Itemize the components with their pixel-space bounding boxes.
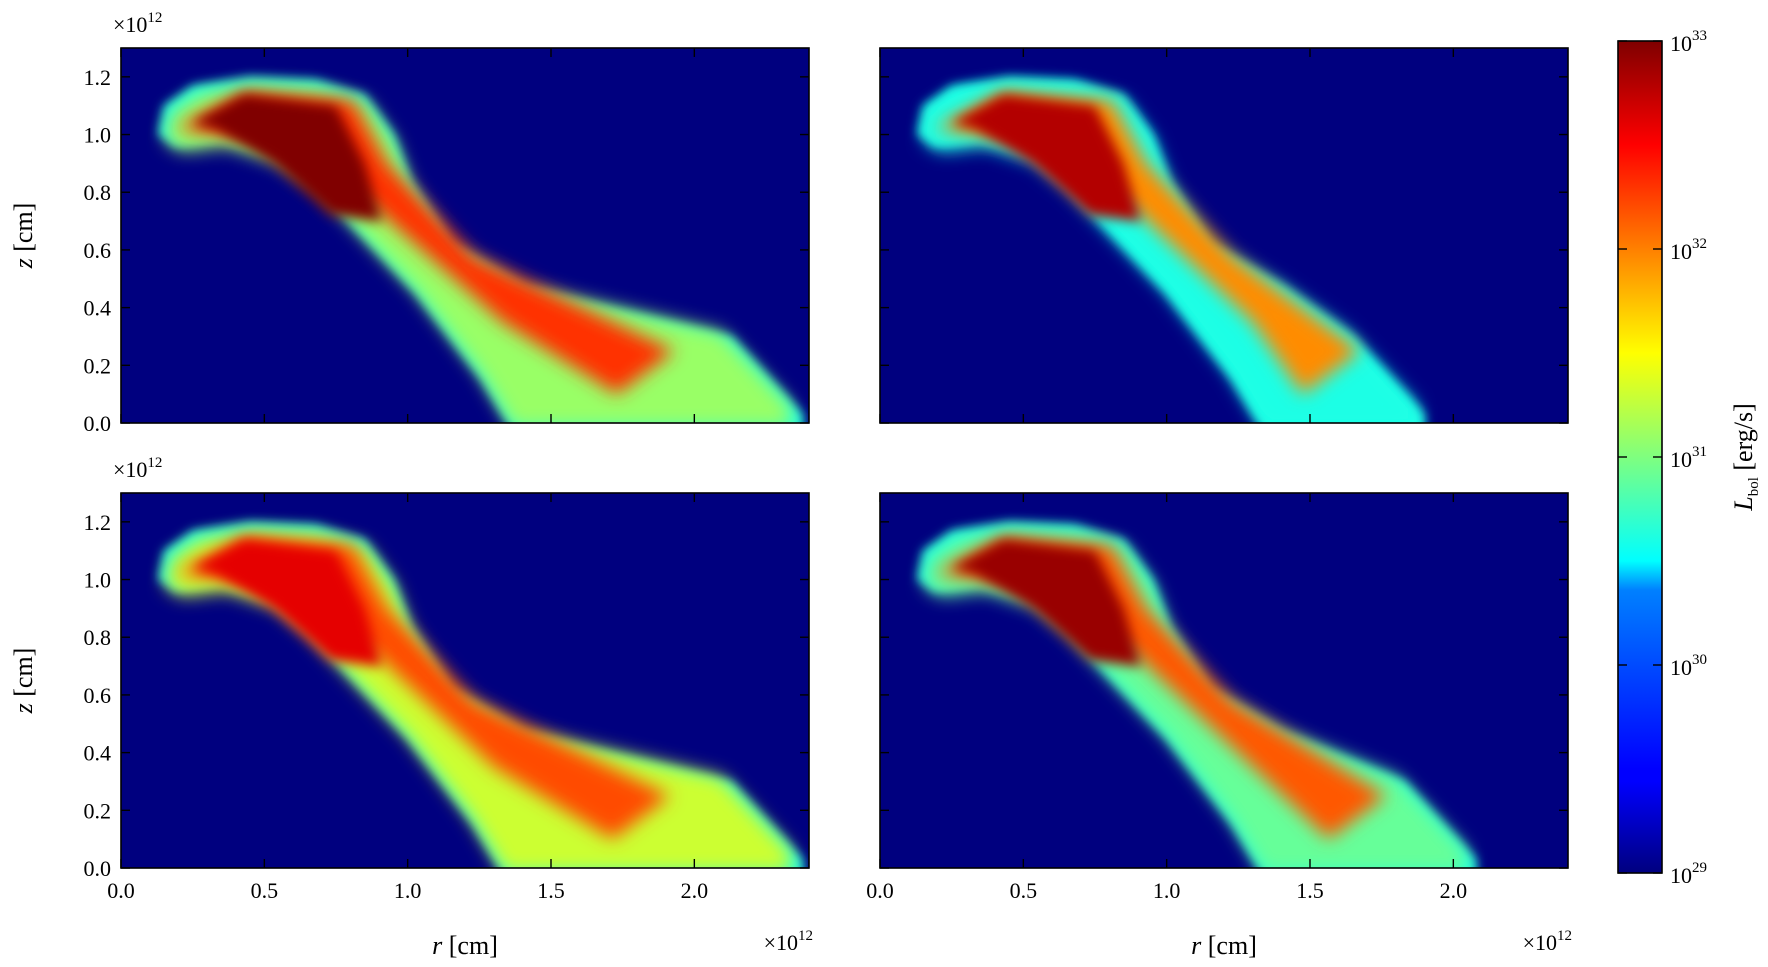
panel-bottom-left: 0.0 0.5 1.0 1.5 2.0 0.0 0.2 0.4 0.6 0.8 1.0 1.2 z [c… (9, 455, 813, 960)
x-tick-label: 2.0 (1440, 878, 1468, 903)
colorbar-tick-label: 1032 (1670, 236, 1707, 264)
x-tick-label: 1.5 (1296, 878, 1324, 903)
y-tick-label: 1.0 (84, 568, 112, 593)
y-offset-multiplier: ×1012 (113, 10, 162, 37)
heatmap-plume (158, 76, 804, 423)
x-axis-label: r [cm] (432, 931, 498, 960)
y-tick-label: 0.2 (84, 353, 112, 378)
y-offset-multiplier: ×1012 (113, 455, 162, 482)
y-tick-label: 0.0 (84, 856, 112, 881)
axes-frame (120, 47, 810, 424)
panel-top-right (879, 47, 1569, 424)
colorbar-tick-label: 1033 (1670, 28, 1707, 56)
x-tick-label: 0.5 (251, 878, 279, 903)
x-tick-label: 1.0 (394, 878, 422, 903)
colorbar-tick-label: 1029 (1670, 860, 1707, 888)
axes-frame (879, 492, 1569, 869)
y-tick-label: 0.4 (84, 296, 112, 321)
panel-top-left: 0.0 0.2 0.4 0.6 0.8 1.0 1.2 z [cm] ×1012 (9, 10, 810, 436)
x-tick-label: 0.5 (1010, 878, 1038, 903)
colorbar-label: Lbol [erg/s] (1729, 403, 1762, 512)
y-tick-label: 0.0 (84, 411, 112, 436)
colorbar: 1033 1032 1031 1030 1029 Lbol [erg/s] (1617, 28, 1762, 888)
colorbar-ticks: 1033 1032 1031 1030 1029 (1618, 28, 1707, 888)
colorbar-tick-label: 1030 (1670, 652, 1707, 680)
axes-frame (120, 492, 810, 869)
y-tick-label: 1.2 (84, 65, 112, 90)
axes-frame (879, 47, 1569, 424)
y-tick-label: 1.2 (84, 510, 112, 535)
y-tick-label: 0.6 (84, 238, 112, 263)
x-tick-label: 2.0 (681, 878, 709, 903)
x-tick-label: 1.5 (537, 878, 565, 903)
y-axis-label: z [cm] (9, 203, 38, 270)
x-offset-multiplier: ×1012 (1523, 928, 1572, 955)
y-tick-label: 0.6 (84, 683, 112, 708)
y-tick-label: 0.8 (84, 180, 112, 205)
colorbar-tick-label: 1031 (1670, 444, 1707, 472)
panel-bottom-right: 0.0 0.5 1.0 1.5 2.0 r [cm] ×1012 (866, 492, 1572, 960)
heatmap-plume (158, 521, 804, 868)
x-tick-label: 0.0 (866, 878, 894, 903)
x-offset-multiplier: ×1012 (764, 928, 813, 955)
x-tick-label: 1.0 (1153, 878, 1181, 903)
colorbar-label-unit: [erg/s] (1729, 403, 1758, 477)
heatmap-plume (917, 76, 1425, 423)
colorbar-label-symbol: L (1729, 496, 1758, 511)
y-tick-label: 0.4 (84, 741, 112, 766)
colorbar-label-sub: bol (1746, 477, 1762, 496)
x-tick-label: 0.0 (107, 878, 135, 903)
heatmap-plume (917, 521, 1477, 868)
y-axis-label: z [cm] (9, 648, 38, 715)
y-tick-label: 0.8 (84, 625, 112, 650)
x-axis-label: r [cm] (1191, 931, 1257, 960)
y-tick-label: 1.0 (84, 123, 112, 148)
y-tick-label: 0.2 (84, 798, 112, 823)
